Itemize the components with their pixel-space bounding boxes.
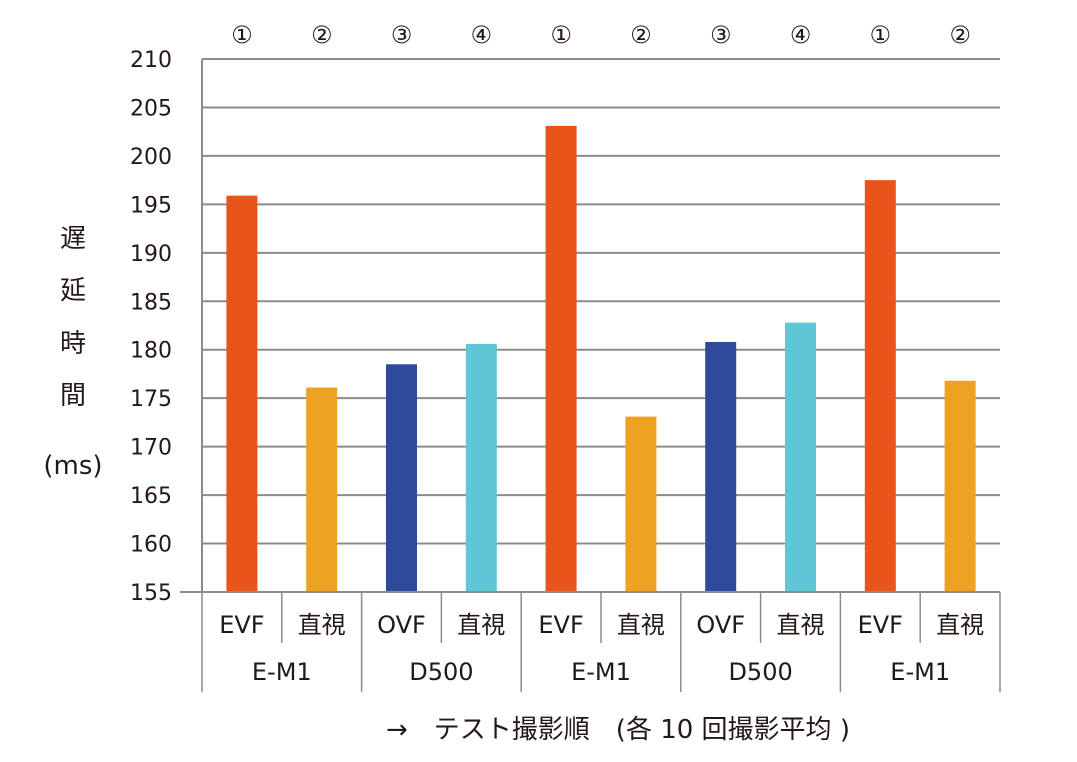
y-axis-label-char: 遅: [60, 224, 86, 254]
bar: [465, 343, 497, 592]
bar: [864, 180, 896, 593]
bar: [944, 380, 976, 592]
group-label: D500: [728, 658, 792, 686]
bar: [625, 416, 657, 592]
bar: [306, 387, 338, 592]
category-label: EVF: [538, 611, 583, 639]
y-tick-label: 160: [130, 533, 172, 558]
category-label: 直視: [457, 611, 505, 639]
y-tick-label: 210: [130, 48, 172, 73]
axes: [180, 59, 1001, 692]
order-label: ①: [231, 21, 253, 49]
bar: [785, 322, 816, 592]
order-label: ①: [870, 21, 892, 49]
order-labels: ① ② ③ ④ ① ② ③ ④ ① ②: [231, 21, 971, 49]
x-axis-label: → テスト撮影順 (各 10 回撮影平均 ): [386, 715, 850, 745]
category-label: EVF: [858, 611, 903, 639]
group-label: E-M1: [252, 658, 312, 686]
order-label: ②: [949, 21, 971, 49]
y-axis-label-char: 時: [60, 329, 86, 359]
y-tick-label: 205: [130, 96, 172, 121]
category-labels: EVF 直視 OVF 直視 EVF 直視 OVF 直視 EVF 直視: [219, 611, 984, 639]
y-tick-label: 200: [130, 145, 172, 170]
y-axis-label-char: 延: [60, 276, 86, 306]
bars: [226, 125, 976, 593]
order-label: ②: [630, 21, 652, 49]
category-label: EVF: [219, 611, 264, 639]
order-label: ④: [471, 21, 493, 49]
order-label: ④: [790, 21, 812, 49]
category-label: OVF: [377, 611, 426, 639]
group-label: E-M1: [571, 658, 631, 686]
group-label: E-M1: [890, 658, 950, 686]
bar: [545, 125, 577, 592]
bar: [226, 195, 258, 592]
category-label: 直視: [298, 611, 346, 639]
category-label: 直視: [936, 611, 984, 639]
bar: [386, 364, 417, 592]
y-tick-label: 185: [130, 290, 172, 315]
y-tick-label: 180: [130, 339, 172, 364]
category-label: OVF: [696, 611, 745, 639]
y-tick-label: 165: [130, 484, 172, 509]
bar: [705, 341, 737, 592]
y-tick-label: 170: [130, 436, 172, 461]
y-axis-unit: (ms): [43, 451, 102, 481]
order-label: ①: [550, 21, 572, 49]
group-labels: E-M1 D500 E-M1 D500 E-M1: [252, 658, 950, 686]
category-label: 直視: [777, 611, 825, 639]
order-label: ③: [710, 21, 732, 49]
y-axis-label-char: 間: [60, 381, 86, 411]
y-tick-label: 195: [130, 193, 172, 218]
order-label: ③: [391, 21, 413, 49]
order-label: ②: [311, 21, 333, 49]
group-label: D500: [409, 658, 473, 686]
y-tick-label: 155: [130, 581, 172, 606]
category-label: 直視: [617, 611, 665, 639]
y-tick-labels: 155 160 165 170 175 180 185 190 195 200 205 210: [130, 48, 172, 606]
y-tick-label: 175: [130, 387, 172, 412]
y-tick-label: 190: [130, 242, 172, 267]
